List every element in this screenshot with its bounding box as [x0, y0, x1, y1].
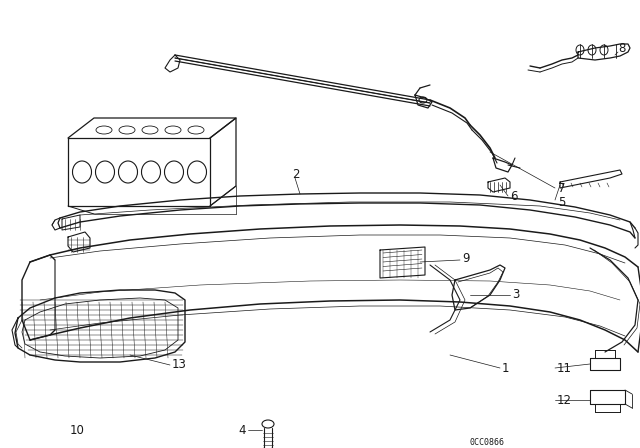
Text: 9: 9: [462, 253, 470, 266]
Text: 3: 3: [512, 289, 520, 302]
Text: 5: 5: [558, 197, 565, 210]
Text: 4: 4: [239, 423, 246, 436]
Text: 8: 8: [618, 42, 625, 55]
Text: 11: 11: [557, 362, 572, 375]
Text: 1: 1: [502, 362, 509, 375]
Text: 10: 10: [70, 423, 85, 436]
Text: 2: 2: [292, 168, 300, 181]
Text: 13: 13: [172, 358, 187, 371]
Text: 0CC0866: 0CC0866: [470, 438, 505, 447]
Text: 6: 6: [510, 190, 518, 202]
Text: 12: 12: [557, 393, 572, 406]
Text: 7: 7: [558, 181, 566, 194]
